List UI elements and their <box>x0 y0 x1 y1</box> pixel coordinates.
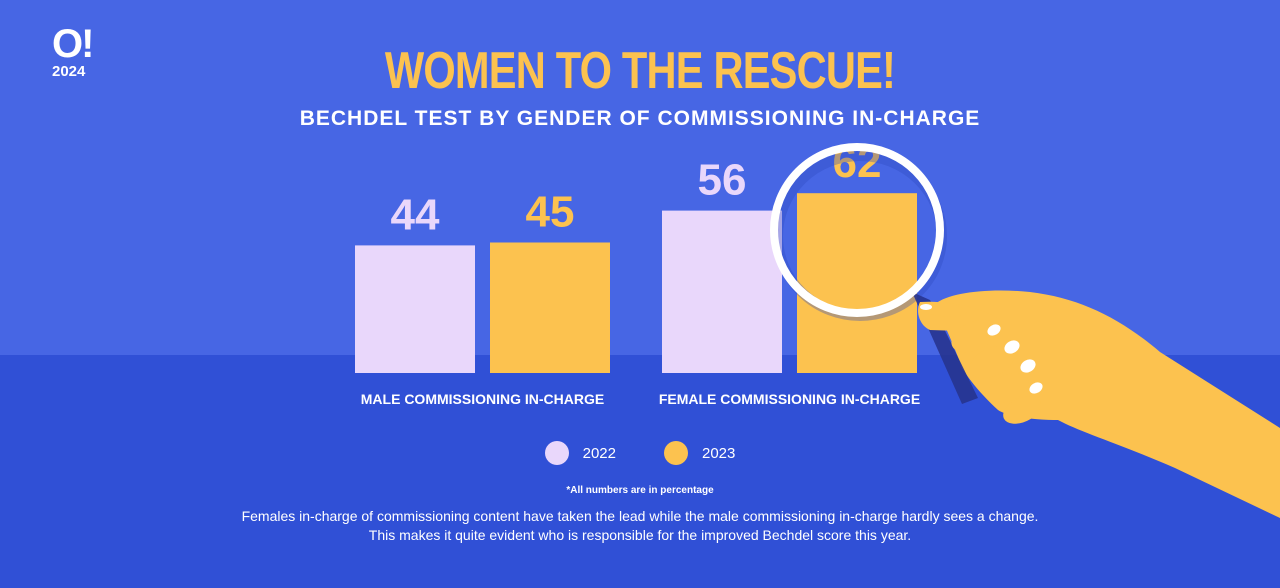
percentage-note: *All numbers are in percentage <box>566 485 714 496</box>
legend-item-2022: 2022 <box>544 441 616 465</box>
legend-swatch-2023 <box>664 441 688 465</box>
brand-year: 2024 <box>52 63 86 80</box>
legend-item-2023: 2023 <box>664 441 735 465</box>
bar-2023-female <box>797 193 917 373</box>
category-label-male: MALE COMMISSIONING IN-CHARGE <box>361 391 604 407</box>
bar-2023-male <box>490 242 610 373</box>
brand-mark: O! <box>52 22 94 66</box>
legend-swatch-2022 <box>544 441 569 465</box>
data-label-2022-female: 56 <box>698 156 747 205</box>
caption: Females in-charge of commissioning conte… <box>0 507 1280 545</box>
data-label-2023-male: 45 <box>526 188 575 237</box>
magnifying-glass-hand-icon <box>770 143 1280 518</box>
category-label-female: FEMALE COMMISSIONING IN-CHARGE <box>659 391 920 407</box>
caption-line-2: This makes it quite evident who is respo… <box>368 527 912 543</box>
bar-2022-female <box>662 210 782 373</box>
brand-logo: O! 2024 <box>52 22 94 80</box>
chart-subtitle: BECHDEL TEST BY GENDER OF COMMISSIONING … <box>299 107 981 130</box>
chart-legend: 2022 2023 <box>0 440 1280 466</box>
data-label-2022-male: 44 <box>391 190 440 239</box>
legend-label-2022: 2022 <box>582 444 616 462</box>
legend-label-2023: 2023 <box>702 444 736 462</box>
bar-2022-male <box>355 245 475 373</box>
caption-line-1: Females in-charge of commissioning conte… <box>241 508 1039 524</box>
chart-title: WOMEN TO THE RESCUE! <box>384 42 896 100</box>
